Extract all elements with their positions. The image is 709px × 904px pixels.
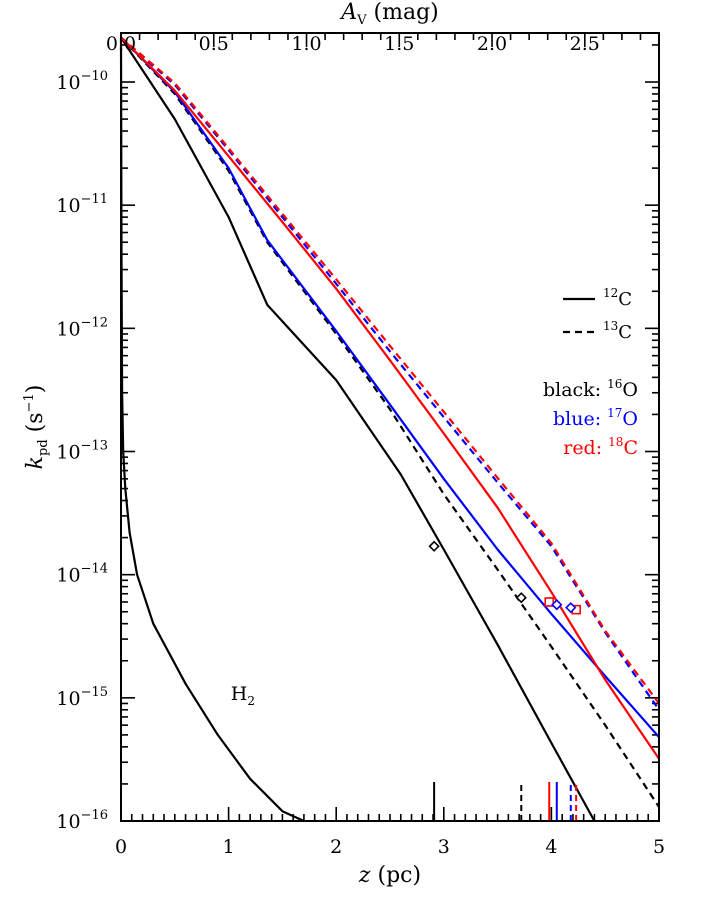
y-tick-label: 10−13 [56, 439, 108, 464]
legend-black-iso: 16 [607, 377, 622, 391]
top-x-tick-label: 0.5 [199, 33, 229, 55]
y-axis-title-main: k [23, 456, 48, 469]
y-tick-base: 10 [56, 442, 80, 464]
series-line-c12o16 [120, 36, 596, 822]
y-tick-base: 10 [56, 318, 80, 340]
x-tick-label: 1 [223, 836, 235, 858]
y-tick-label: 10−16 [56, 808, 108, 833]
legend-blue-name: blue: [553, 408, 607, 430]
top-x-tick-label: 2.5 [570, 33, 600, 55]
y-tick-exp: −10 [81, 69, 108, 84]
y-axis-title-unit-pre: (s [23, 412, 48, 439]
diamond-marker [565, 601, 577, 614]
square-marker [544, 597, 555, 607]
x-tick-label: 5 [653, 836, 665, 858]
legend-solid-iso: 12 [603, 286, 618, 300]
x-tick-label: 3 [438, 836, 450, 858]
x-axis-title: z (pc) [358, 863, 421, 888]
y-tick-exp: −15 [81, 685, 108, 700]
legend-dashed-label: 13C [603, 319, 632, 343]
y-tick-exp: −12 [81, 315, 108, 330]
diamond-marker [551, 599, 563, 611]
top-x-tick-label: 2.0 [477, 33, 507, 55]
y-tick-label: 10−12 [56, 315, 108, 340]
series-layer [119, 36, 660, 823]
legend-dashed-iso: 13 [603, 319, 618, 333]
y-tick-label: 10−15 [56, 685, 108, 710]
legend-red-name: red: [563, 437, 608, 459]
y-tick-exp: −13 [81, 439, 108, 454]
y-axis-title: kpd (s−1) [22, 385, 51, 470]
legend-dashed-elem: C [618, 322, 632, 343]
annotation-base: H [231, 683, 248, 705]
legend-red-iso: 18 [608, 435, 623, 449]
series-line-c12o17 [120, 36, 660, 738]
x-axis-title-main: z [358, 863, 371, 888]
diamond-marker [515, 592, 527, 604]
legend-blue-elem: O [622, 408, 638, 430]
y-axis-title-unit-post: ) [23, 385, 48, 394]
top-x-axis-title-unit: (mag) [367, 0, 439, 25]
y-tick-base: 10 [56, 565, 80, 587]
series-line-c13o16 [120, 36, 660, 808]
h2-annotation: H2 [231, 683, 255, 708]
label-layer: 0 1 2 3 4 50.0 0.5 1.0 1.5 2.0 2.510−1010−1110−121… [56, 33, 665, 858]
series-line-c13o17 [120, 36, 660, 711]
legend-solid-label: 12C [603, 286, 632, 310]
legend: 12C 13C black: 16O blue: 17O red: 18C [543, 286, 638, 459]
y-tick-label: 10−10 [56, 69, 108, 94]
y-tick-exp: −16 [81, 808, 108, 823]
y-tick-base: 10 [56, 195, 80, 217]
y-tick-base: 10 [56, 72, 80, 94]
x-tick-label: 4 [545, 836, 557, 858]
top-x-tick-label: 0.0 [106, 33, 136, 55]
x-tick-label: 2 [330, 836, 342, 858]
series-line-c13c18 [120, 36, 660, 705]
diamond-marker [428, 540, 440, 552]
x-tick-label: 0 [115, 836, 127, 858]
legend-solid-elem: C [618, 289, 632, 310]
top-x-tick-label: 1.5 [384, 33, 414, 55]
legend-blue-iso: 17 [607, 406, 622, 420]
legend-red-label: red: 18C [563, 435, 638, 459]
marker-layer [428, 540, 581, 821]
top-x-axis-title: AV (mag) [339, 0, 439, 28]
top-x-axis-title-sub: V [356, 13, 367, 28]
legend-black-name: black: [543, 379, 607, 401]
series-line-c12c18 [120, 36, 660, 760]
legend-red-elem: C [623, 437, 638, 459]
legend-black-label: black: 16O [543, 377, 638, 401]
plot-frame [120, 32, 660, 822]
top-x-axis-title-main: A [339, 0, 357, 25]
y-tick-base: 10 [56, 811, 80, 833]
y-tick-base: 10 [56, 688, 80, 710]
x-axis-title-unit: (pc) [371, 863, 422, 888]
legend-black-elem: O [622, 379, 638, 401]
y-tick-label: 10−14 [56, 562, 108, 587]
annotation-sub: 2 [247, 694, 255, 708]
y-axis-title-sub: pd [36, 439, 51, 456]
y-tick-exp: −11 [81, 192, 108, 207]
y-tick-exp: −14 [81, 562, 108, 577]
y-axis-title-unit-exp: −1 [22, 393, 37, 412]
top-x-tick-label: 1.0 [291, 33, 321, 55]
series-line-h2 [119, 37, 305, 823]
y-tick-label: 10−11 [56, 192, 108, 217]
legend-blue-label: blue: 17O [553, 406, 638, 430]
tick-layer [120, 33, 660, 822]
